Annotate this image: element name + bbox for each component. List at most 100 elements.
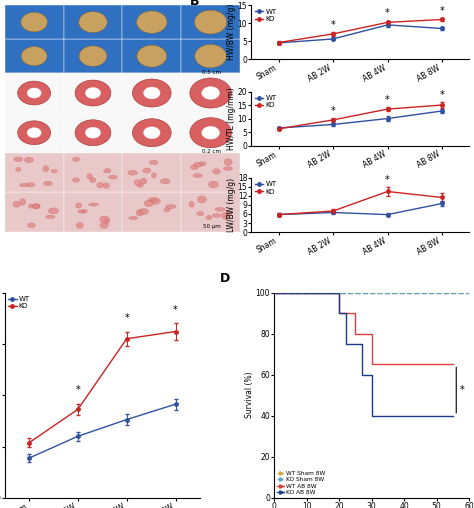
Ellipse shape xyxy=(16,167,21,172)
Ellipse shape xyxy=(27,88,41,98)
Ellipse shape xyxy=(43,166,49,172)
Ellipse shape xyxy=(190,78,231,108)
Bar xyxy=(122,5,181,39)
Ellipse shape xyxy=(221,212,229,219)
Ellipse shape xyxy=(85,127,100,138)
Ellipse shape xyxy=(78,210,86,213)
Bar xyxy=(5,152,64,193)
Ellipse shape xyxy=(209,181,219,188)
Bar xyxy=(122,39,181,73)
Bar xyxy=(181,152,240,193)
Text: *: * xyxy=(385,175,390,185)
Ellipse shape xyxy=(18,81,51,105)
Bar xyxy=(5,193,64,232)
Ellipse shape xyxy=(202,86,219,100)
Ellipse shape xyxy=(165,205,176,209)
Ellipse shape xyxy=(82,210,87,213)
Bar xyxy=(5,73,64,113)
Text: *: * xyxy=(331,20,336,29)
Bar xyxy=(181,39,240,73)
Ellipse shape xyxy=(21,47,47,66)
Bar xyxy=(64,73,122,113)
Bar xyxy=(181,73,240,113)
Ellipse shape xyxy=(75,80,111,106)
Ellipse shape xyxy=(46,215,55,218)
Ellipse shape xyxy=(76,203,82,208)
Ellipse shape xyxy=(137,45,167,67)
Bar xyxy=(122,152,181,193)
Y-axis label: HW/TL (mg/mm): HW/TL (mg/mm) xyxy=(227,87,236,150)
Ellipse shape xyxy=(144,87,160,99)
Ellipse shape xyxy=(224,158,232,166)
Ellipse shape xyxy=(109,175,117,179)
Ellipse shape xyxy=(194,10,227,34)
Ellipse shape xyxy=(191,165,198,170)
Text: *: * xyxy=(75,386,80,395)
Ellipse shape xyxy=(212,213,221,217)
Ellipse shape xyxy=(13,201,20,207)
Ellipse shape xyxy=(105,219,110,224)
Bar xyxy=(64,113,122,152)
Ellipse shape xyxy=(103,169,111,173)
Ellipse shape xyxy=(140,178,147,184)
Legend: WT, KO: WT, KO xyxy=(8,296,30,309)
Ellipse shape xyxy=(100,223,109,229)
Ellipse shape xyxy=(20,199,26,205)
Ellipse shape xyxy=(226,210,232,216)
Text: D: D xyxy=(219,272,230,285)
Bar xyxy=(64,39,122,73)
Ellipse shape xyxy=(79,12,107,33)
Ellipse shape xyxy=(195,45,227,68)
Ellipse shape xyxy=(76,223,83,229)
Ellipse shape xyxy=(129,216,138,219)
Ellipse shape xyxy=(137,183,144,187)
Ellipse shape xyxy=(213,169,220,174)
Ellipse shape xyxy=(97,182,104,188)
Ellipse shape xyxy=(103,183,109,188)
Bar xyxy=(64,152,122,193)
Bar xyxy=(181,113,240,152)
Ellipse shape xyxy=(197,196,207,203)
Text: *: * xyxy=(440,6,445,16)
Text: *: * xyxy=(124,313,129,323)
Bar xyxy=(122,113,181,152)
Text: *: * xyxy=(385,95,390,105)
Ellipse shape xyxy=(200,162,206,166)
Ellipse shape xyxy=(206,215,212,219)
Ellipse shape xyxy=(14,157,23,162)
Bar xyxy=(5,39,64,73)
Ellipse shape xyxy=(21,12,47,32)
Ellipse shape xyxy=(150,198,160,204)
Text: *: * xyxy=(459,385,464,395)
Ellipse shape xyxy=(48,208,59,214)
Ellipse shape xyxy=(223,167,232,170)
Legend: WT, KO: WT, KO xyxy=(255,95,276,108)
Ellipse shape xyxy=(143,168,151,173)
Ellipse shape xyxy=(193,174,202,178)
Ellipse shape xyxy=(25,157,34,163)
Text: *: * xyxy=(385,9,390,18)
Ellipse shape xyxy=(79,46,107,67)
Text: *: * xyxy=(173,305,178,315)
Y-axis label: LW/BW (mg/g): LW/BW (mg/g) xyxy=(227,178,236,232)
Bar xyxy=(181,5,240,39)
Legend: WT, KO: WT, KO xyxy=(255,9,276,22)
Ellipse shape xyxy=(100,216,109,223)
Ellipse shape xyxy=(202,126,219,139)
Ellipse shape xyxy=(197,211,204,216)
Text: 0.2 cm: 0.2 cm xyxy=(202,149,221,154)
Ellipse shape xyxy=(128,170,137,175)
Ellipse shape xyxy=(149,160,158,165)
Ellipse shape xyxy=(160,179,170,184)
Ellipse shape xyxy=(26,183,35,187)
Bar xyxy=(64,5,122,39)
Ellipse shape xyxy=(28,204,33,208)
Y-axis label: Survival (%): Survival (%) xyxy=(245,372,254,419)
Ellipse shape xyxy=(132,79,171,107)
Bar xyxy=(5,5,64,39)
Bar xyxy=(122,193,181,232)
Ellipse shape xyxy=(90,178,96,182)
Text: *: * xyxy=(440,90,445,100)
Ellipse shape xyxy=(139,208,148,215)
Bar xyxy=(64,193,122,232)
